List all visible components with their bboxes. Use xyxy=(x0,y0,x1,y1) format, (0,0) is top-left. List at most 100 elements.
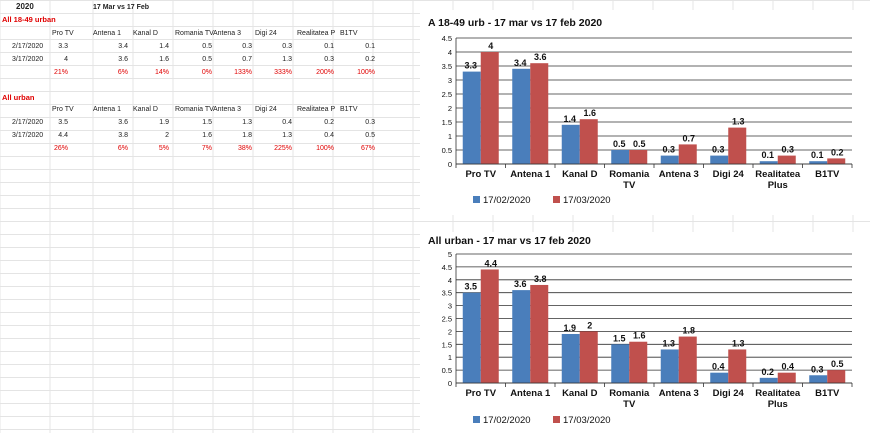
pct-change-cell[interactable]: 0% xyxy=(201,69,212,76)
y-tick-label: 0 xyxy=(448,160,452,169)
bar[interactable] xyxy=(678,144,697,164)
pct-change-cell[interactable]: 133% xyxy=(234,69,252,76)
x-tick-label: Plus xyxy=(768,180,788,191)
table-cell[interactable]: 0.7 xyxy=(242,56,252,63)
y-tick-label: 3 xyxy=(448,76,452,85)
pct-change-cell[interactable]: 6% xyxy=(117,69,128,76)
row-date: 2/17/2020 xyxy=(12,43,44,50)
table-cell[interactable]: 0.1 xyxy=(365,43,375,50)
pct-change-cell[interactable]: 6% xyxy=(117,145,128,152)
bar[interactable] xyxy=(710,155,729,164)
bar[interactable] xyxy=(629,341,648,383)
bar[interactable] xyxy=(710,372,729,383)
bar[interactable] xyxy=(678,336,697,383)
bar[interactable] xyxy=(728,127,747,164)
chart-18-49-urban-svg: A 18-49 urb - 17 mar vs 17 feb 2020 0 0.5 1… xyxy=(428,17,853,206)
table-cell[interactable]: 4 xyxy=(64,56,68,63)
bar[interactable] xyxy=(530,284,549,383)
pct-change-cell[interactable]: 100% xyxy=(316,145,334,152)
table-cell[interactable]: 1.3 xyxy=(282,56,292,63)
table-cell[interactable]: 0.2 xyxy=(365,56,375,63)
bar[interactable] xyxy=(512,290,531,383)
pct-change-cell[interactable]: 200% xyxy=(316,69,334,76)
bar[interactable] xyxy=(759,377,778,383)
bar[interactable] xyxy=(660,349,679,383)
chart-all-urban-svg: All urban - 17 mar vs 17 feb 2020 0 0.5 1 1.… xyxy=(428,235,853,426)
table-cell[interactable]: 3.6 xyxy=(118,56,128,63)
data-label: 0.1 xyxy=(761,150,774,160)
table-cell[interactable]: 3.3 xyxy=(58,43,68,50)
y-tick-label: 0 xyxy=(448,379,452,388)
table-cell[interactable]: 1.4 xyxy=(159,43,169,50)
table-cell[interactable]: 0.3 xyxy=(282,43,292,50)
table-cell[interactable]: 0.2 xyxy=(324,119,334,126)
pct-change-cell[interactable]: 333% xyxy=(274,69,292,76)
bar[interactable] xyxy=(629,150,648,164)
y-tick-label: 5 xyxy=(448,250,452,259)
table-cell[interactable]: 0.3 xyxy=(324,56,334,63)
chart-all-urban[interactable]: All urban - 17 mar vs 17 feb 2020 0 0.5 1 1.… xyxy=(420,232,870,433)
table-cell[interactable]: 0.5 xyxy=(365,132,375,139)
table-cell[interactable]: 3.8 xyxy=(118,132,128,139)
table-cell[interactable]: 1.9 xyxy=(159,119,169,126)
bar[interactable] xyxy=(827,158,846,164)
table-cell[interactable]: 3.5 xyxy=(58,119,68,126)
table-cell[interactable]: 1.5 xyxy=(202,119,212,126)
bar[interactable] xyxy=(777,155,796,164)
table-cell[interactable]: 0.4 xyxy=(324,132,334,139)
pct-change-cell[interactable]: 5% xyxy=(158,145,169,152)
bar[interactable] xyxy=(728,349,747,383)
pct-change-cell[interactable]: 67% xyxy=(360,145,375,152)
table-cell[interactable]: 3.4 xyxy=(118,43,128,50)
pct-change-cell[interactable]: 225% xyxy=(274,145,292,152)
bar[interactable] xyxy=(462,292,481,383)
bar[interactable] xyxy=(480,269,499,383)
bar[interactable] xyxy=(530,63,549,165)
table-cell[interactable]: 0.1 xyxy=(324,43,334,50)
table-cell[interactable]: 0.5 xyxy=(202,43,212,50)
table-cell[interactable]: 2 xyxy=(165,132,169,139)
bar[interactable] xyxy=(809,375,828,383)
pct-change-cell[interactable]: 100% xyxy=(357,69,375,76)
bar[interactable] xyxy=(660,155,679,164)
pct-change-cell[interactable]: 21% xyxy=(53,69,68,76)
table-cell[interactable]: 4.4 xyxy=(58,132,68,139)
bar[interactable] xyxy=(561,124,580,164)
table-cell[interactable]: 0.4 xyxy=(282,119,292,126)
pct-change-cell[interactable]: 38% xyxy=(237,145,252,152)
table-cell[interactable]: 1.3 xyxy=(282,132,292,139)
table-cell[interactable]: 0.3 xyxy=(242,43,252,50)
bar[interactable] xyxy=(827,370,846,383)
table-cell[interactable]: 0.5 xyxy=(202,56,212,63)
x-tick-label: Kanal D xyxy=(562,169,598,180)
section-title-18-49: All 18-49 urban xyxy=(2,15,56,24)
x-tick-label: Pro TV xyxy=(465,388,496,399)
bar[interactable] xyxy=(809,161,828,164)
bar[interactable] xyxy=(777,372,796,383)
pct-change-cell[interactable]: 14% xyxy=(154,69,169,76)
bar[interactable] xyxy=(512,68,531,164)
bar[interactable] xyxy=(561,333,580,383)
table-cell[interactable]: 0.3 xyxy=(365,119,375,126)
bar[interactable] xyxy=(611,150,630,164)
column-header: Pro TV xyxy=(52,106,74,113)
table-cell[interactable]: 1.3 xyxy=(242,119,252,126)
table-cell[interactable]: 3.6 xyxy=(118,119,128,126)
pct-change-cell[interactable]: 7% xyxy=(201,145,212,152)
bar[interactable] xyxy=(480,52,499,164)
data-label: 1.6 xyxy=(633,331,646,341)
bar[interactable] xyxy=(579,331,598,383)
y-tick-label: 4.5 xyxy=(442,34,452,43)
x-tick-label: TV xyxy=(623,399,636,410)
pct-change-cell[interactable]: 26% xyxy=(53,145,68,152)
table-cell[interactable]: 1.6 xyxy=(202,132,212,139)
bar[interactable] xyxy=(579,119,598,164)
bar[interactable] xyxy=(611,344,630,383)
bar[interactable] xyxy=(759,161,778,164)
table-cell[interactable]: 1.6 xyxy=(159,56,169,63)
bar[interactable] xyxy=(462,71,481,164)
chart-18-49-urban[interactable]: A 18-49 urb - 17 mar vs 17 feb 2020 0 0.5 1… xyxy=(420,10,870,215)
table-cell[interactable]: 1.8 xyxy=(242,132,252,139)
y-tick-label: 2.5 xyxy=(442,315,452,324)
data-label: 3.5 xyxy=(464,282,477,292)
